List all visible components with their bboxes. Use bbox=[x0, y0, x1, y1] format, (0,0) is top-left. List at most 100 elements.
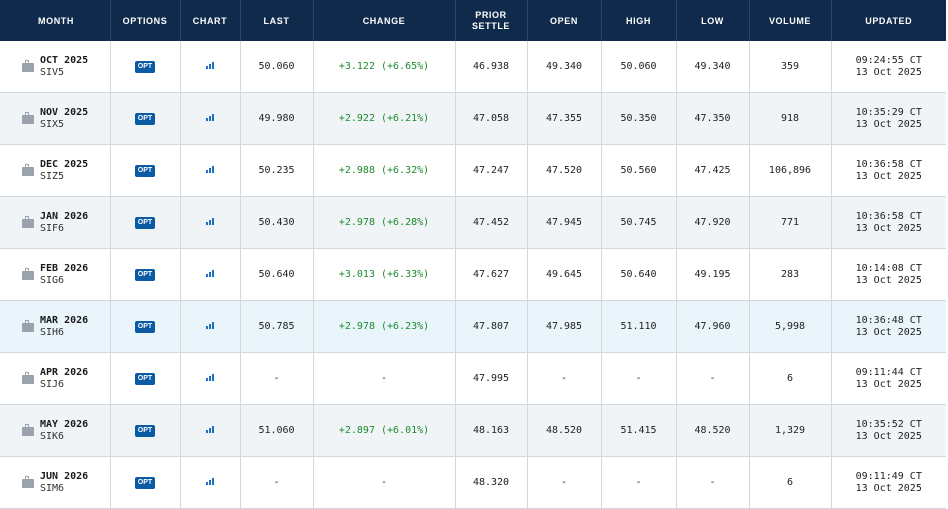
chart-cell bbox=[179, 41, 240, 93]
opt-button[interactable]: OPT bbox=[134, 217, 156, 229]
table-row: JAN 2026 SIF6 OPT 50.430 +2.978 (+6.28%)… bbox=[0, 196, 946, 249]
opt-button[interactable]: OPT bbox=[134, 269, 156, 281]
options-column-header: OPTIONS bbox=[109, 0, 180, 41]
updated-date: 13 Oct 2025 bbox=[855, 170, 922, 182]
month-cell: NOV 2025 SIX5 bbox=[0, 92, 110, 145]
opt-button[interactable]: OPT bbox=[134, 61, 156, 73]
open-cell: 47.945 bbox=[526, 196, 601, 249]
bar-chart-icon[interactable] bbox=[206, 165, 214, 173]
contract-code[interactable]: SIK6 bbox=[40, 430, 65, 442]
calendar-icon bbox=[22, 164, 34, 176]
bar-chart-icon[interactable] bbox=[206, 373, 214, 381]
change-column-header[interactable]: CHANGE bbox=[312, 0, 455, 41]
high-cell: 50.350 bbox=[600, 92, 676, 145]
updated-time: 10:14:08 CT bbox=[855, 262, 922, 274]
month-column-header[interactable]: MONTH bbox=[0, 0, 110, 41]
last-cell: 50.785 bbox=[239, 300, 313, 353]
volume-cell: 918 bbox=[748, 92, 831, 145]
options-cell: OPT bbox=[109, 144, 180, 197]
chart-cell bbox=[179, 248, 240, 301]
contract-month: MAR 2026 bbox=[40, 314, 89, 326]
prior-settle-cell: 47.452 bbox=[454, 196, 527, 249]
chart-cell bbox=[179, 92, 240, 145]
calendar-icon bbox=[22, 268, 34, 280]
high-column-header[interactable]: HIGH bbox=[600, 0, 676, 41]
bar-chart-icon[interactable] bbox=[206, 269, 214, 277]
month-cell: JAN 2026 SIF6 bbox=[0, 196, 110, 249]
prior-settle-column-header[interactable]: PRIOR SETTLE bbox=[454, 0, 527, 41]
updated-time: 10:36:58 CT bbox=[855, 158, 922, 170]
updated-column-header[interactable]: UPDATED bbox=[830, 0, 946, 41]
prior-settle-line2: SETTLE bbox=[471, 20, 511, 31]
contract-month: JUN 2026 bbox=[40, 470, 89, 482]
last-column-header[interactable]: LAST bbox=[239, 0, 313, 41]
open-cell: 49.340 bbox=[526, 41, 601, 93]
high-cell: - bbox=[600, 352, 676, 405]
volume-cell: 106,896 bbox=[748, 144, 831, 197]
table-row: MAR 2026 SIH6 OPT 50.785 +2.978 (+6.23%)… bbox=[0, 300, 946, 353]
updated-date: 13 Oct 2025 bbox=[855, 118, 922, 130]
low-column-header[interactable]: LOW bbox=[675, 0, 749, 41]
month-cell: OCT 2025 SIV5 bbox=[0, 41, 110, 93]
month-cell: JUN 2026 SIM6 bbox=[0, 456, 110, 509]
volume-cell: 1,329 bbox=[748, 404, 831, 457]
contract-month: APR 2026 bbox=[40, 366, 89, 378]
contract-code[interactable]: SIH6 bbox=[40, 326, 65, 338]
table-row: APR 2026 SIJ6 OPT - - 47.995 - - - 6 09:… bbox=[0, 352, 946, 405]
bar-chart-icon[interactable] bbox=[206, 477, 214, 485]
updated-time: 10:36:58 CT bbox=[855, 210, 922, 222]
contract-code[interactable]: SIM6 bbox=[40, 482, 65, 494]
updated-date: 13 Oct 2025 bbox=[855, 430, 922, 442]
low-cell: 47.960 bbox=[675, 300, 749, 353]
opt-button[interactable]: OPT bbox=[134, 113, 156, 125]
updated-time: 10:35:29 CT bbox=[855, 106, 922, 118]
table-row: NOV 2025 SIX5 OPT 49.980 +2.922 (+6.21%)… bbox=[0, 92, 946, 145]
contract-code[interactable]: SIG6 bbox=[40, 274, 65, 286]
bar-chart-icon[interactable] bbox=[206, 321, 214, 329]
opt-button[interactable]: OPT bbox=[134, 321, 156, 333]
updated-time: 09:24:55 CT bbox=[855, 54, 922, 66]
contract-code[interactable]: SIV5 bbox=[40, 66, 65, 78]
change-cell: +2.978 (+6.23%) bbox=[312, 300, 455, 353]
volume-cell: 5,998 bbox=[748, 300, 831, 353]
open-cell: 48.520 bbox=[526, 404, 601, 457]
options-cell: OPT bbox=[109, 404, 180, 457]
opt-button[interactable]: OPT bbox=[134, 165, 156, 177]
contract-code[interactable]: SIX5 bbox=[40, 118, 65, 130]
last-cell: 51.060 bbox=[239, 404, 313, 457]
contract-code[interactable]: SIF6 bbox=[40, 222, 65, 234]
volume-column-header[interactable]: VOLUME bbox=[748, 0, 831, 41]
options-cell: OPT bbox=[109, 248, 180, 301]
last-cell: - bbox=[239, 352, 313, 405]
volume-cell: 771 bbox=[748, 196, 831, 249]
prior-settle-cell: 46.938 bbox=[454, 41, 527, 93]
calendar-icon bbox=[22, 60, 34, 72]
open-column-header[interactable]: OPEN bbox=[526, 0, 601, 41]
low-cell: - bbox=[675, 352, 749, 405]
options-cell: OPT bbox=[109, 196, 180, 249]
updated-time: 09:11:44 CT bbox=[855, 366, 922, 378]
bar-chart-icon[interactable] bbox=[206, 113, 214, 121]
bar-chart-icon[interactable] bbox=[206, 217, 214, 225]
high-cell: 50.640 bbox=[600, 248, 676, 301]
contract-code[interactable]: SIZ5 bbox=[40, 170, 65, 182]
prior-settle-cell: 48.320 bbox=[454, 456, 527, 509]
table-row: DEC 2025 SIZ5 OPT 50.235 +2.988 (+6.32%)… bbox=[0, 144, 946, 197]
updated-cell: 09:24:55 CT 13 Oct 2025 bbox=[830, 41, 946, 93]
bar-chart-icon[interactable] bbox=[206, 425, 214, 433]
low-cell: 47.920 bbox=[675, 196, 749, 249]
opt-button[interactable]: OPT bbox=[134, 373, 156, 385]
high-cell: - bbox=[600, 456, 676, 509]
month-cell: MAR 2026 SIH6 bbox=[0, 300, 110, 353]
contract-month: DEC 2025 bbox=[40, 158, 89, 170]
bar-chart-icon[interactable] bbox=[206, 61, 214, 69]
options-cell: OPT bbox=[109, 352, 180, 405]
table-row: FEB 2026 SIG6 OPT 50.640 +3.013 (+6.33%)… bbox=[0, 248, 946, 301]
change-cell: +2.978 (+6.28%) bbox=[312, 196, 455, 249]
prior-settle-cell: 48.163 bbox=[454, 404, 527, 457]
contract-code[interactable]: SIJ6 bbox=[40, 378, 65, 390]
opt-button[interactable]: OPT bbox=[134, 477, 156, 489]
calendar-icon bbox=[22, 476, 34, 488]
opt-button[interactable]: OPT bbox=[134, 425, 156, 437]
updated-cell: 10:14:08 CT 13 Oct 2025 bbox=[830, 248, 946, 301]
